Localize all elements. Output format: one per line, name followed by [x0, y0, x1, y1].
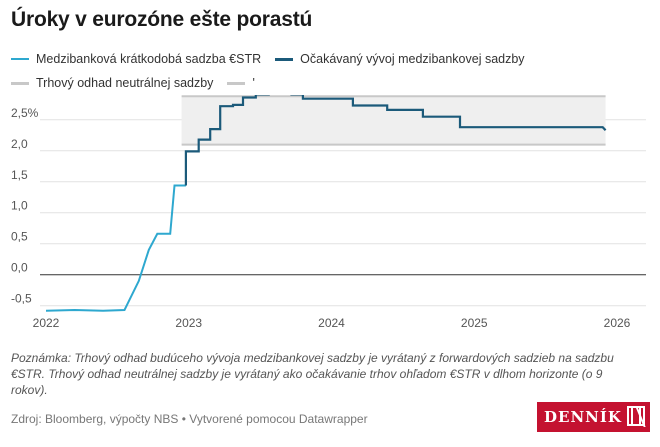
n-logo-icon [627, 406, 646, 427]
x-tick-label: 2025 [461, 316, 488, 330]
neutral-rate-band [181, 96, 606, 145]
y-tick-label: 1,5 [11, 168, 28, 182]
legend-swatch-expected [275, 57, 294, 61]
y-tick-label: -0,5 [11, 292, 32, 306]
legend-label-neutral: Trhový odhad neutrálnej sadzby [36, 76, 214, 90]
dennik-n-logo[interactable]: DENNÍK [537, 402, 650, 432]
x-tick-label: 2024 [318, 316, 345, 330]
legend-row-1: Medzibanková krátkodobá sadzba €STR Očak… [11, 51, 539, 67]
legend-item-neutral: Trhový odhad neutrálnej sadzby [11, 76, 213, 90]
line-chart: -0,5 0,0 0,5 1,0 1,5 2,0 2,5% 2022 2023 2024 2025 2… [11, 95, 646, 330]
legend-swatch-extra [227, 81, 246, 85]
x-tick-label: 2022 [33, 316, 60, 330]
series-line-estr [45, 184, 186, 312]
chart-source: Zdroj: Bloomberg, výpočty NBS • Vytvoren… [11, 412, 368, 426]
legend-item-estr: Medzibanková krátkodobá sadzba €STR [11, 52, 261, 66]
y-tick-label: 0,0 [11, 261, 28, 275]
legend-label-extra: ' [252, 76, 255, 90]
legend-item-expected: Očakávaný vývoj medzibankovej sadzby [275, 52, 525, 66]
x-tick-label: 2023 [175, 316, 202, 330]
y-tick-label: 0,5 [11, 230, 28, 244]
legend-label-estr: Medzibanková krátkodobá sadzba €STR [36, 52, 262, 66]
legend-swatch-estr [11, 58, 29, 60]
series-line-expected [184, 95, 607, 186]
y-tick-label: 1,0 [11, 199, 28, 213]
y-tick-label: 2,0 [11, 137, 28, 151]
legend-item-extra: ' [227, 76, 255, 90]
legend-row-2: Trhový odhad neutrálnej sadzby ' [11, 75, 269, 91]
x-tick-label: 2026 [604, 316, 631, 330]
logo-text: DENNÍK [544, 408, 622, 426]
legend-swatch-neutral [11, 81, 29, 85]
chart-title: Úroky v eurozóne ešte porastú [11, 8, 313, 31]
y-tick-label: 2,5% [11, 106, 39, 120]
chart-note: Poznámka: Trhový odhad budúceho vývoja m… [11, 351, 614, 397]
legend-label-expected: Očakávaný vývoj medzibankovej sadzby [300, 52, 525, 66]
